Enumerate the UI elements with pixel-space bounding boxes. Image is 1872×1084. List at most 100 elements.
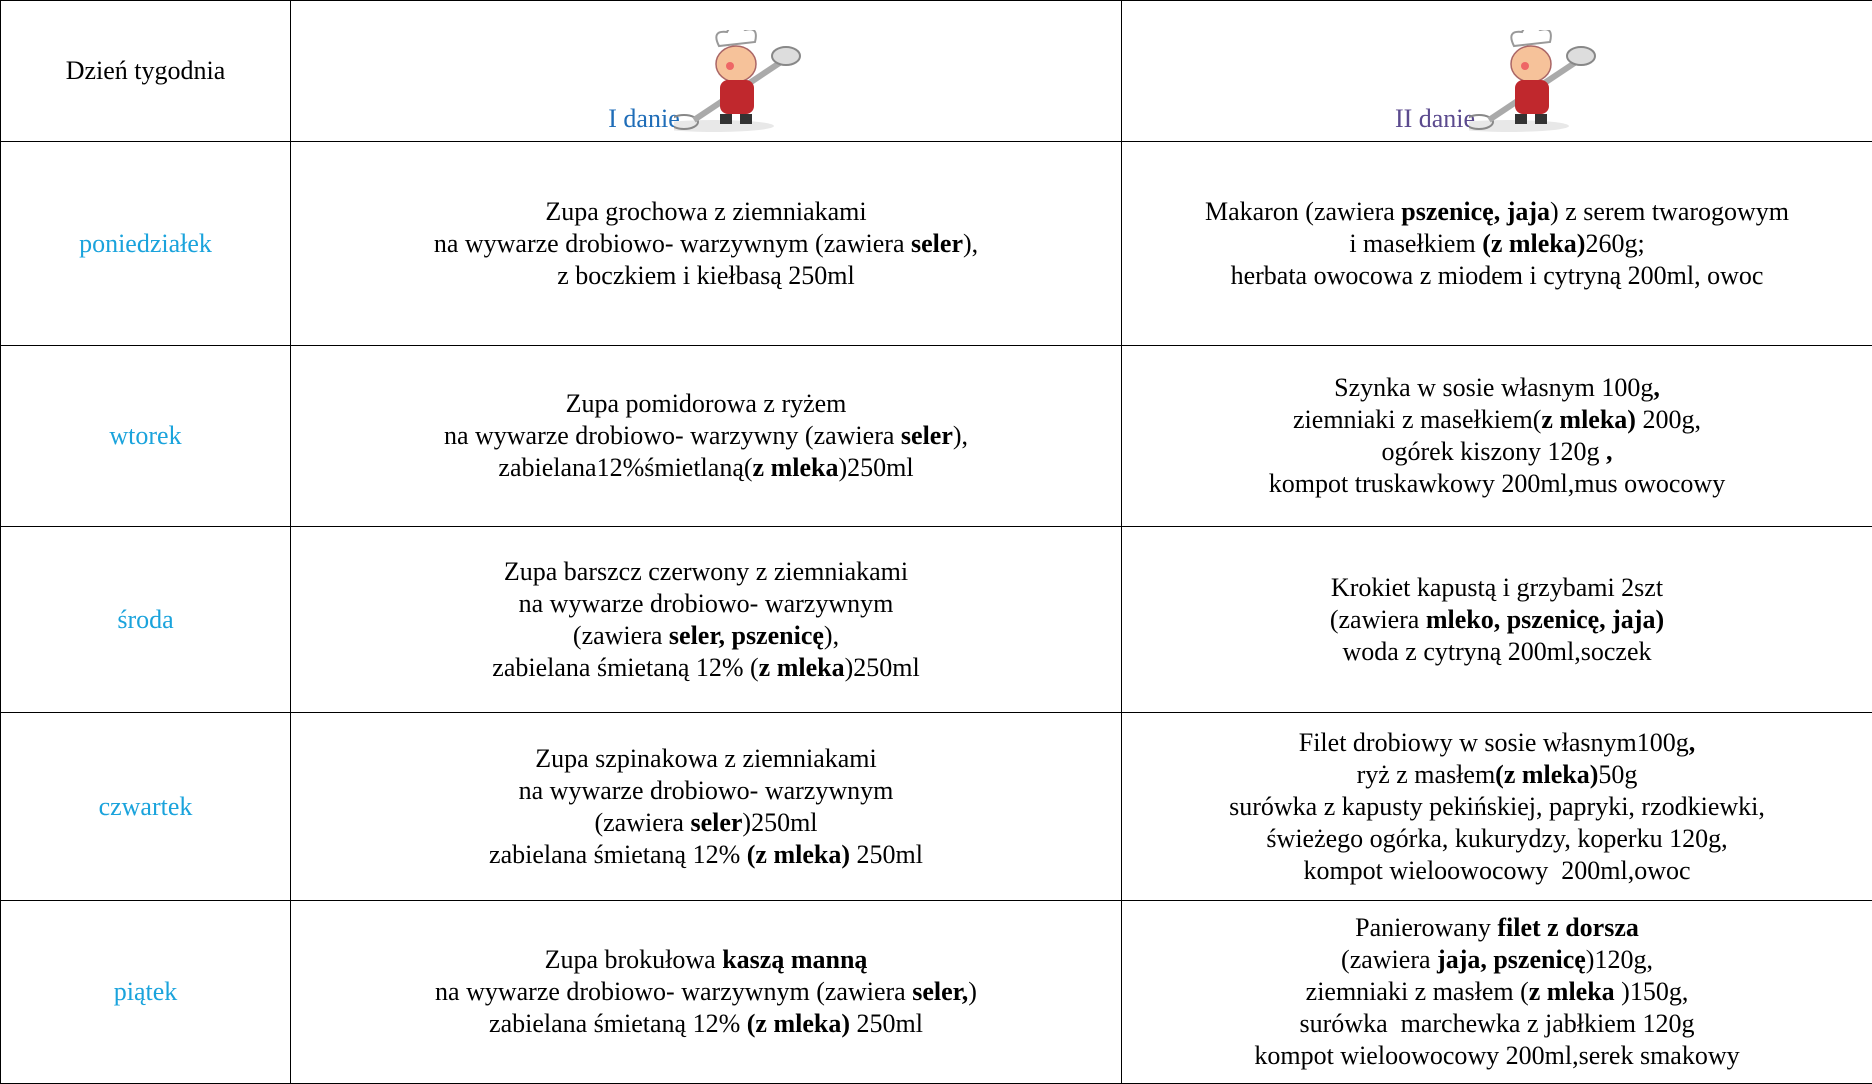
text-run: Zupa szpinakowa z ziemniakami <box>535 744 876 773</box>
text-run: Filet drobiowy w sosie własnym100g <box>1299 728 1689 757</box>
text-run: woda z cytryną 200ml,soczek <box>1342 637 1651 666</box>
text-run: herbata owocowa z miodem i cytryną 200ml… <box>1231 261 1764 290</box>
text-line: kompot truskawkowy 200ml,mus owocowy <box>1122 468 1872 500</box>
header-cell: Dzień tygodnia <box>1 1 291 142</box>
text-run: kompot truskawkowy 200ml,mus owocowy <box>1269 469 1725 498</box>
text-line: Filet drobiowy w sosie własnym100g, <box>1122 727 1872 759</box>
text-run: (zawiera <box>1341 945 1437 974</box>
text-run: 250ml <box>850 840 923 869</box>
text-run: 250ml <box>850 1009 923 1038</box>
text-run: na wywarze drobiowo- warzywnym (zawiera <box>435 977 912 1006</box>
text-line: z boczkiem i kiełbasą 250ml <box>291 260 1121 292</box>
text-run: (z mleka) <box>747 840 850 869</box>
text-line: (zawiera seler, pszenicę), <box>291 620 1121 652</box>
text-line: na wywarze drobiowo- warzywnym <box>291 775 1121 807</box>
text-run: Zupa brokułowa <box>545 945 723 974</box>
main-cell: Filet drobiowy w sosie własnym100g,ryż z… <box>1122 713 1872 901</box>
text-run: kompot wieloowocowy 200ml,owoc <box>1303 856 1690 885</box>
text-line: Krokiet kapustą i grzybami 2szt <box>1122 572 1872 604</box>
text-run: filet z dorsza <box>1497 913 1639 942</box>
text-run: surówka z kapusty pekińskiej, papryki, r… <box>1229 792 1765 821</box>
day-cell: wtorek <box>1 346 291 527</box>
text-run: )250ml <box>742 808 817 837</box>
text-line: zabielana śmietaną 12% (z mleka) 250ml <box>291 1008 1121 1040</box>
text-run: kompot wieloowocowy 200ml,serek smakowy <box>1254 1041 1739 1070</box>
text-run: (zawiera <box>594 808 690 837</box>
text-line: ogórek kiszony 120g , <box>1122 436 1872 468</box>
text-line: zabielana śmietaną 12% (z mleka) 250ml <box>291 839 1121 871</box>
day-name: wtorek <box>109 421 181 450</box>
text-run: seler, pszenicę <box>669 621 824 650</box>
day-cell: piątek <box>1 901 291 1084</box>
text-line: na wywarze drobiowo- warzywnym <box>291 588 1121 620</box>
text-run: ), <box>953 421 968 450</box>
text-run: seler <box>901 421 953 450</box>
chef-icon <box>674 30 804 135</box>
text-line: Zupa pomidorowa z ryżem <box>291 388 1121 420</box>
text-line: (zawiera seler)250ml <box>291 807 1121 839</box>
text-run: zabielana śmietaną 12% <box>489 1009 747 1038</box>
text-run: seler, <box>912 977 968 1006</box>
text-run: na wywarze drobiowo- warzywnym <box>519 589 894 618</box>
text-run: Krokiet kapustą i grzybami 2szt <box>1331 573 1663 602</box>
text-line: woda z cytryną 200ml,soczek <box>1122 636 1872 668</box>
text-run: ) z serem twarogowym <box>1550 197 1789 226</box>
text-line: surówka marchewka z jabłkiem 120g <box>1122 1008 1872 1040</box>
text-run: 50g <box>1598 760 1637 789</box>
text-run: surówka marchewka z jabłkiem 120g <box>1300 1009 1695 1038</box>
text-run: ) <box>968 977 977 1006</box>
text-run: ryż z masłem <box>1357 760 1496 789</box>
text-line: Makaron (zawiera pszenicę, jaja) z serem… <box>1122 196 1872 228</box>
text-run: (z mleka) <box>1482 229 1585 258</box>
text-line: na wywarze drobiowo- warzywny (zawiera s… <box>291 420 1121 452</box>
text-run: Szynka w sosie własnym 100g <box>1334 373 1653 402</box>
day-name: poniedziałek <box>79 229 212 258</box>
text-run: jaja, pszenicę <box>1437 945 1586 974</box>
text-line: zabielana śmietaną 12% (z mleka)250ml <box>291 652 1121 684</box>
text-run: , <box>1653 373 1660 402</box>
text-line: Zupa szpinakowa z ziemniakami <box>291 743 1121 775</box>
text-run: ziemniaki z masłem ( <box>1306 977 1529 1006</box>
text-run: (z mleka) <box>1495 760 1598 789</box>
text-run: zabielana12%śmietlaną( <box>498 453 752 482</box>
text-run: z mleka <box>759 653 845 682</box>
text-line: herbata owocowa z miodem i cytryną 200ml… <box>1122 260 1872 292</box>
header-cell: I danie <box>291 1 1122 142</box>
text-run: Zupa barszcz czerwony z ziemniakami <box>504 557 908 586</box>
text-run: kaszą manną <box>722 945 867 974</box>
text-line: Zupa brokułowa kaszą manną <box>291 944 1121 976</box>
soup-cell: Zupa barszcz czerwony z ziemniakami na wy… <box>291 527 1122 713</box>
text-run: Zupa pomidorowa z ryżem <box>566 389 847 418</box>
main-cell: Szynka w sosie własnym 100g, ziemniaki z … <box>1122 346 1872 527</box>
text-run: z mleka) <box>1541 405 1636 434</box>
text-line: Zupa barszcz czerwony z ziemniakami <box>291 556 1121 588</box>
text-run: na wywarze drobiowo- warzywny (zawiera <box>444 421 901 450</box>
text-run: pszenicę, jaja <box>1401 197 1550 226</box>
text-line: (zawiera jaja, pszenicę)120g, <box>1122 944 1872 976</box>
text-line: zabielana12%śmietlaną(z mleka)250ml <box>291 452 1121 484</box>
main-cell: Panierowany filet z dorsza(zawiera jaja,… <box>1122 901 1872 1084</box>
text-run: świeżego ogórka, kukurydzy, koperku 120g… <box>1266 824 1727 853</box>
day-cell: środa <box>1 527 291 713</box>
text-run: (zawiera <box>1330 605 1426 634</box>
text-run: (z mleka) <box>747 1009 850 1038</box>
text-run: na wywarze drobiowo- warzywnym <box>519 776 894 805</box>
text-run: )250ml <box>845 653 920 682</box>
day-name: środa <box>117 605 173 634</box>
main-cell: Makaron (zawiera pszenicę, jaja) z serem… <box>1122 142 1872 346</box>
main-cell: Krokiet kapustą i grzybami 2szt(zawiera … <box>1122 527 1872 713</box>
text-run: i masełkiem <box>1349 229 1482 258</box>
text-run: , <box>1689 728 1696 757</box>
text-run: ziemniaki z masełkiem( <box>1293 405 1541 434</box>
text-run: )120g, <box>1586 945 1653 974</box>
text-line: kompot wieloowocowy 200ml,serek smakowy <box>1122 1040 1872 1072</box>
text-run: (zawiera <box>573 621 669 650</box>
header-row: Dzień tygodnia I danie II danie <box>1 1 1872 142</box>
